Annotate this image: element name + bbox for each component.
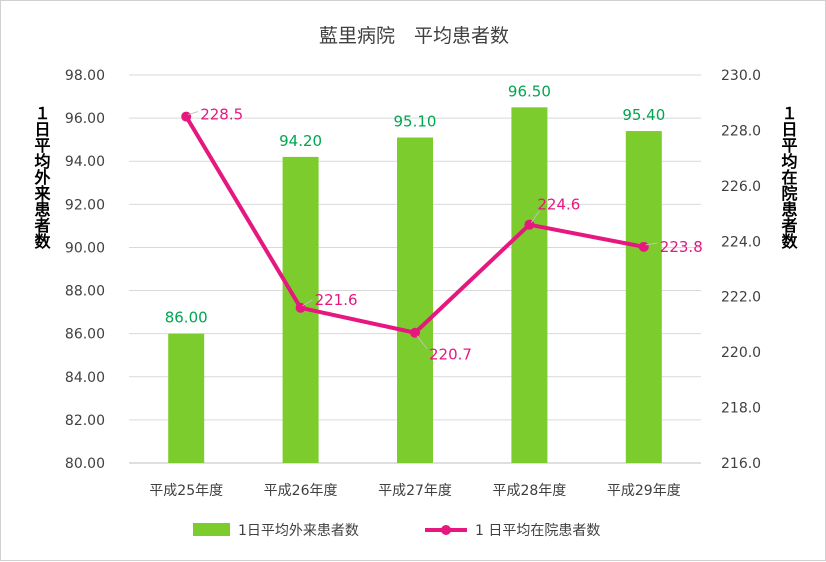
bar-data-labels: 86.00 94.20 95.10 96.50 95.40 xyxy=(165,82,666,326)
x-tick-label: 平成27年度 xyxy=(378,483,452,499)
line-data-labels: 228.5 221.6 220.7 224.6 223.8 xyxy=(188,106,703,364)
leader-line xyxy=(416,335,428,350)
x-tick-label: 平成25年度 xyxy=(149,483,223,499)
leader-line xyxy=(530,210,540,223)
bar xyxy=(397,137,433,463)
right-tick-label: 226.0 xyxy=(721,179,761,195)
bar-data-label: 94.20 xyxy=(279,132,322,150)
left-tick-label: 84.00 xyxy=(65,370,105,386)
right-axis-title: １日平均在院患者数 xyxy=(779,105,799,250)
right-tick-label: 230.0 xyxy=(721,68,761,84)
line-data-label: 220.7 xyxy=(429,346,472,364)
bar xyxy=(168,333,205,463)
leader-line xyxy=(188,111,199,116)
bar xyxy=(511,107,548,463)
right-axis-label: １日平均在院患者数 xyxy=(779,105,799,250)
left-tick-label: 90.00 xyxy=(65,240,105,256)
left-tick-label: 82.00 xyxy=(65,413,105,429)
legend-line-label: 1 日平均在院患者数 xyxy=(475,523,600,539)
left-tick-label: 80.00 xyxy=(65,456,105,472)
bar-data-label: 86.00 xyxy=(165,309,208,327)
bar-data-label: 96.50 xyxy=(508,82,551,100)
left-tick-label: 92.00 xyxy=(65,197,105,213)
right-tick-label: 222.0 xyxy=(721,290,761,306)
bar xyxy=(625,131,662,464)
line-data-label: 224.6 xyxy=(537,196,580,214)
left-tick-label: 94.00 xyxy=(65,154,105,170)
bar-data-label: 95.40 xyxy=(622,106,665,124)
left-axis-title: １日平均外来患者数 xyxy=(32,105,52,250)
left-tick-label: 88.00 xyxy=(65,284,105,300)
legend-line-marker xyxy=(441,525,451,535)
x-axis-ticks: 平成25年度 平成26年度 平成27年度 平成28年度 平成29年度 xyxy=(149,483,680,499)
line-point xyxy=(638,241,649,252)
line-series xyxy=(181,111,649,338)
chart-title: 藍里病院 平均患者数 xyxy=(319,25,509,47)
left-tick-label: 96.00 xyxy=(65,111,105,127)
right-tick-label: 224.0 xyxy=(721,234,761,250)
bar-series xyxy=(168,107,662,464)
left-axis-ticks: 80.00 82.00 84.00 86.00 88.00 90.00 92.00 94.00… xyxy=(65,68,105,472)
line-data-label: 221.6 xyxy=(315,291,358,309)
line-point xyxy=(181,111,192,122)
x-tick-label: 平成29年度 xyxy=(607,483,681,499)
right-tick-label: 218.0 xyxy=(721,401,761,417)
x-tick-label: 平成26年度 xyxy=(264,483,338,499)
legend: 1日平均外来患者数 1 日平均在院患者数 xyxy=(193,523,600,539)
legend-bar-label: 1日平均外来患者数 xyxy=(238,523,359,539)
line-point xyxy=(410,327,420,338)
right-tick-label: 216.0 xyxy=(721,456,761,472)
right-axis-ticks: 216.0 218.0 220.0 222.0 224.0 226.0 228.0 230.0 xyxy=(721,68,761,472)
line-data-label: 223.8 xyxy=(660,238,703,256)
line-point xyxy=(295,302,306,313)
right-tick-label: 228.0 xyxy=(721,123,761,139)
bar-data-label: 95.10 xyxy=(394,113,437,131)
left-axis-label: １日平均外来患者数 xyxy=(32,105,52,250)
left-tick-label: 98.00 xyxy=(65,68,105,84)
leader-line xyxy=(302,299,313,307)
legend-bar-swatch xyxy=(193,523,230,536)
right-tick-label: 220.0 xyxy=(721,345,761,361)
x-tick-label: 平成28年度 xyxy=(492,483,566,499)
leader-line xyxy=(645,242,658,246)
line-data-label: 228.5 xyxy=(200,106,243,124)
left-tick-label: 86.00 xyxy=(65,327,105,343)
